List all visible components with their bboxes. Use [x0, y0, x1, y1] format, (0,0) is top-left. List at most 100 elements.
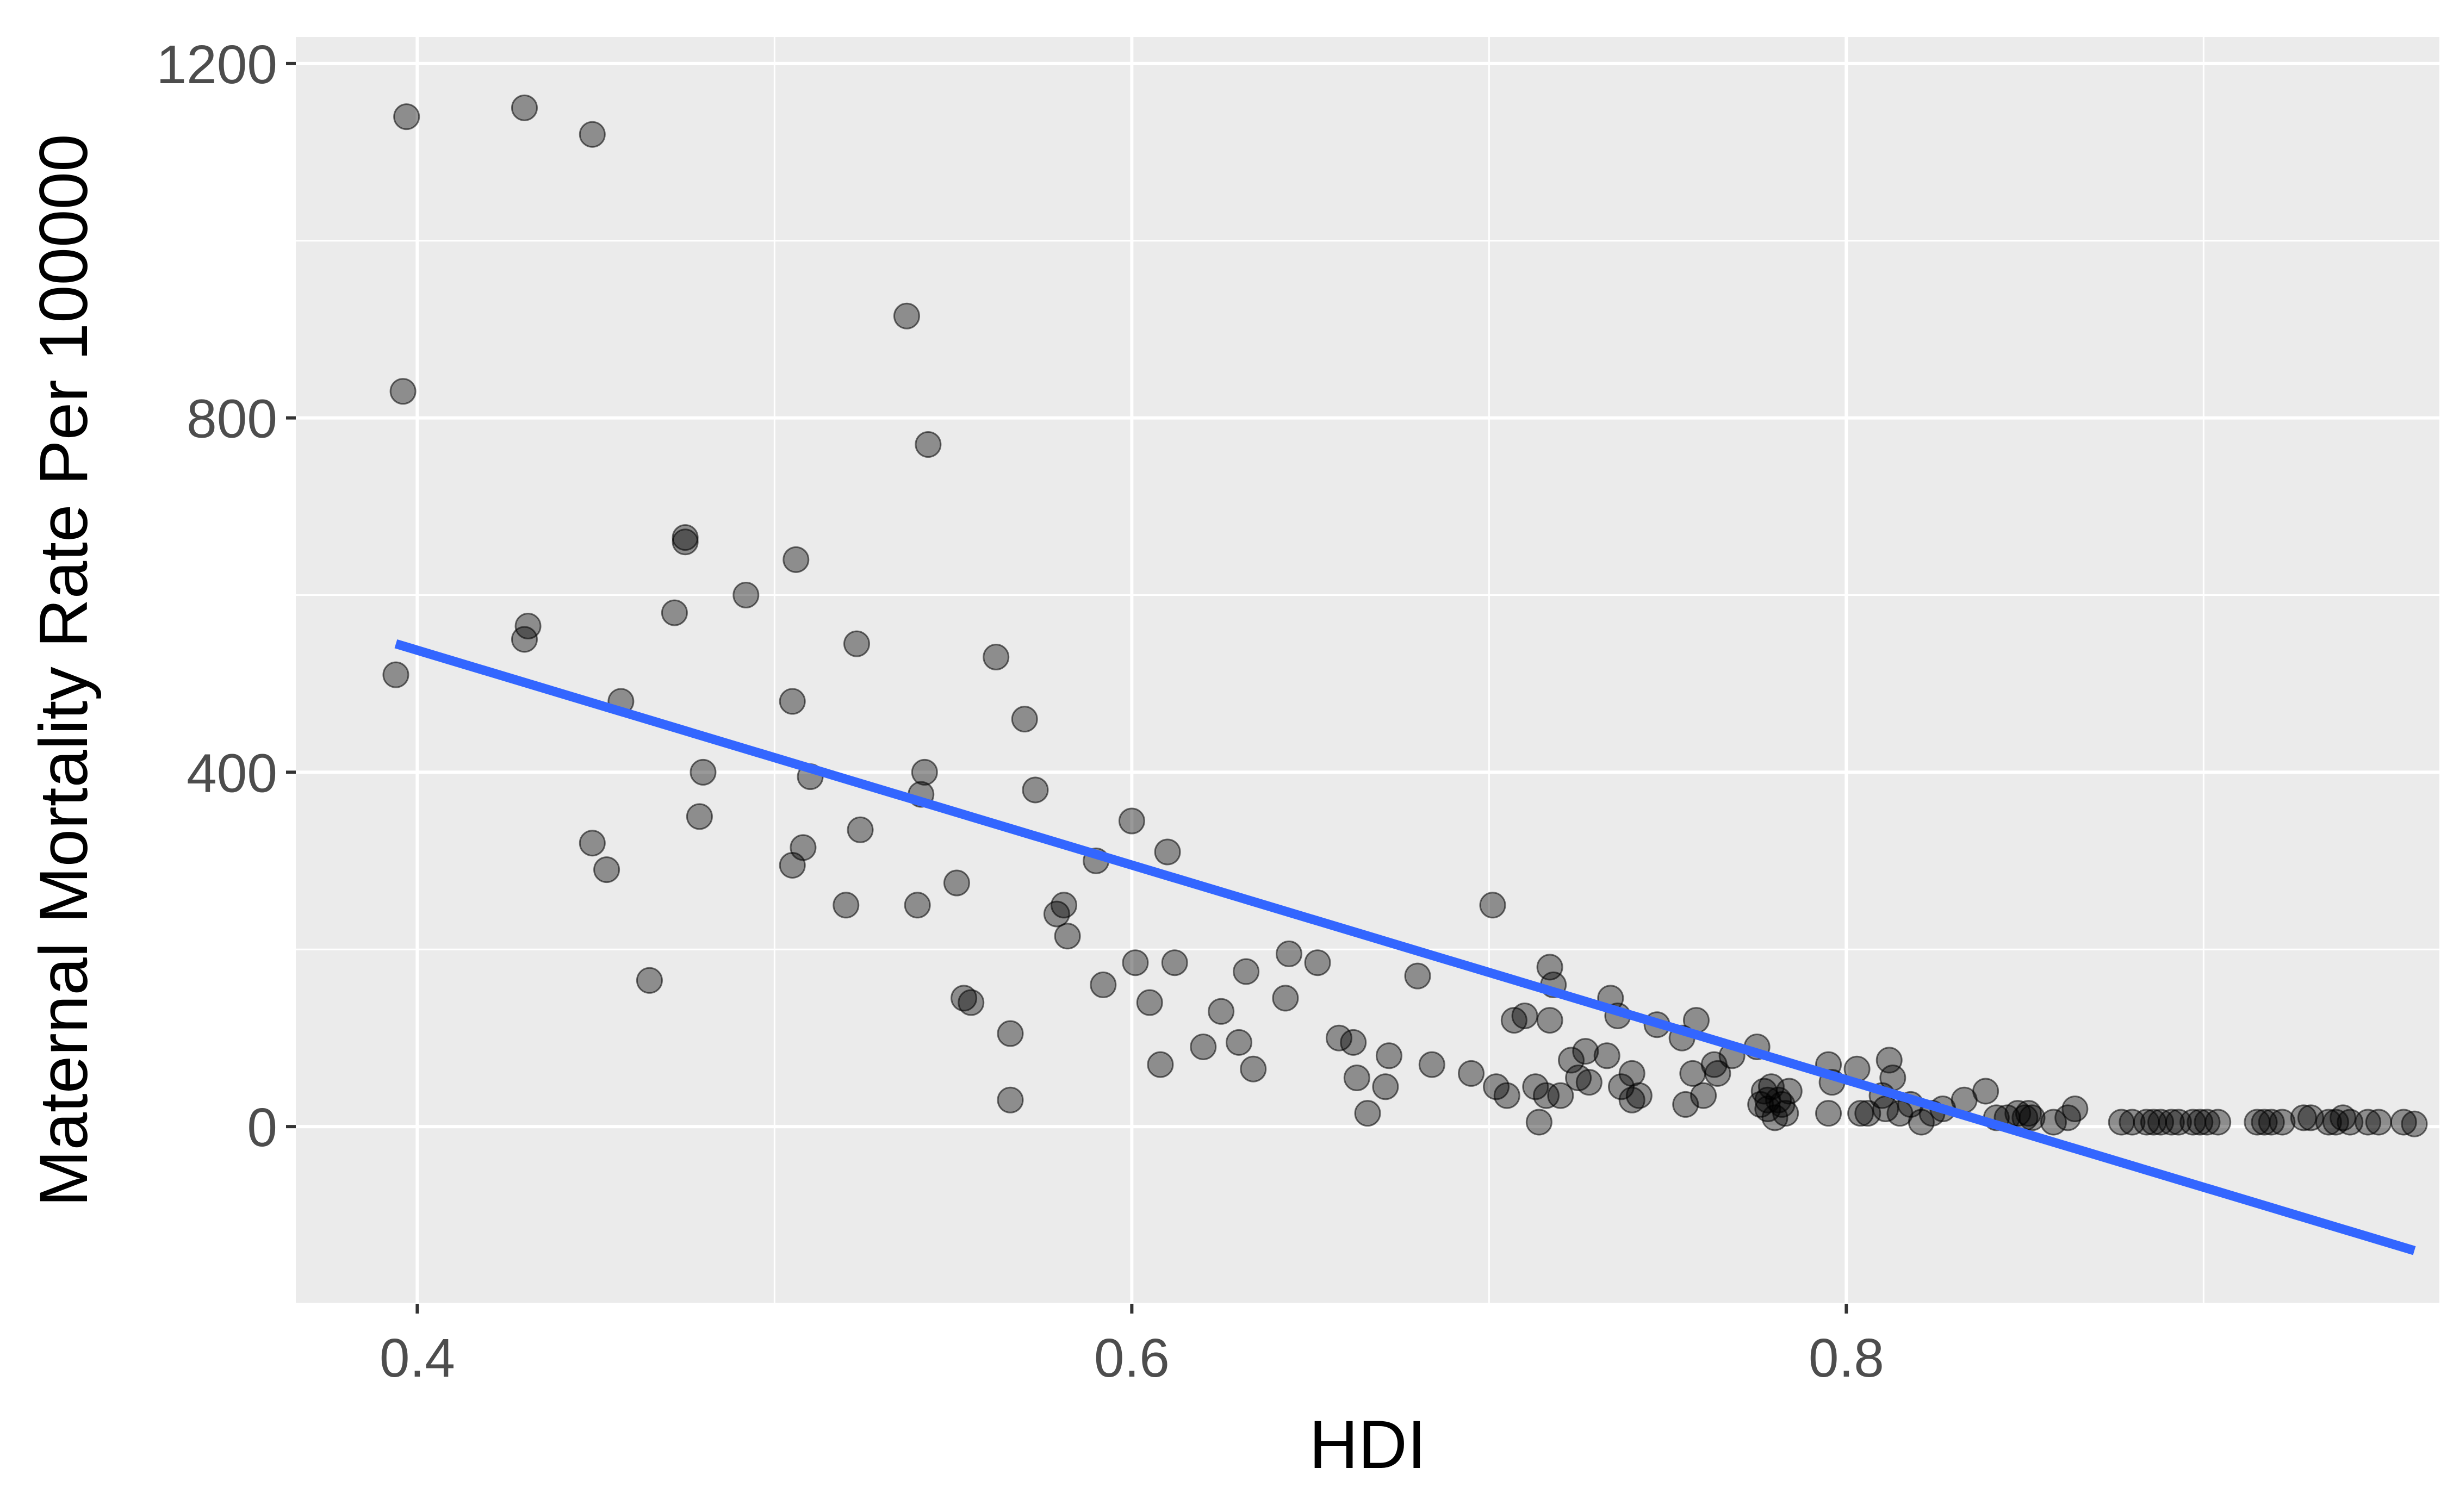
data-point: [382, 661, 409, 688]
data-point: [1775, 1078, 1803, 1105]
data-point: [1325, 1024, 1352, 1051]
data-point: [690, 758, 717, 786]
data-point: [782, 546, 810, 573]
data-point: [1572, 1038, 1599, 1065]
data-point: [847, 816, 874, 843]
y-tick-label: 400: [187, 743, 277, 804]
data-point: [997, 1086, 1024, 1113]
data-point: [1500, 1007, 1527, 1034]
data-point: [2315, 1109, 2342, 1136]
data-point: [1483, 1073, 1510, 1100]
data-point: [636, 967, 663, 994]
data-point: [893, 302, 920, 329]
fit-line: [394, 639, 2416, 1255]
data-point: [1375, 1042, 1402, 1069]
data-point: [1547, 1082, 1574, 1109]
data-point: [958, 989, 985, 1016]
data-point: [1690, 1082, 1717, 1109]
y-tick-label: 800: [187, 389, 277, 450]
data-point: [1458, 1060, 1485, 1087]
data-point: [1618, 1060, 1645, 1087]
data-point: [2355, 1109, 2382, 1136]
data-point: [672, 528, 699, 556]
plot-panel: [296, 37, 2439, 1304]
data-point: [2054, 1104, 2082, 1131]
data-point: [686, 803, 713, 830]
data-point: [1161, 949, 1188, 976]
data-point: [790, 834, 817, 861]
data-point: [843, 630, 870, 657]
data-point: [514, 613, 542, 640]
data-point: [511, 94, 538, 121]
data-point: [2401, 1110, 2428, 1137]
data-point: [1118, 807, 1145, 835]
data-point: [593, 856, 620, 883]
data-point: [915, 431, 942, 458]
data-point: [2019, 1104, 2046, 1131]
fit-line-group: [394, 639, 2416, 1255]
x-axis-title: HDI: [1309, 1407, 1426, 1483]
y-axis-title: Maternal Mortality Rate Per 100000: [26, 134, 102, 1206]
data-point: [1404, 962, 1431, 990]
data-point: [1343, 1065, 1370, 1092]
data-point: [1208, 998, 1235, 1025]
data-point: [1136, 989, 1163, 1016]
data-point: [997, 1020, 1024, 1047]
minor-gridlines: [296, 37, 2439, 1305]
data-point: [2119, 1109, 2146, 1136]
data-point: [943, 869, 970, 897]
data-point: [2158, 1109, 2185, 1136]
data-point: [1533, 1082, 1560, 1109]
data-point: [1972, 1078, 1999, 1105]
data-point: [389, 378, 417, 405]
x-tick-label: 0.8: [1809, 1328, 1884, 1389]
data-point: [2365, 1109, 2392, 1136]
data-point: [1418, 1051, 1445, 1078]
data-point: [1090, 971, 1117, 998]
data-point: [1054, 923, 1081, 950]
data-point: [2040, 1109, 2067, 1136]
data-point: [779, 688, 806, 715]
data-point: [2061, 1096, 2089, 1123]
data-point: [2015, 1100, 2042, 1127]
data-point: [1511, 1002, 1538, 1029]
data-point: [1522, 1073, 1549, 1100]
data-point: [1011, 706, 1038, 733]
data-point: [2165, 1109, 2192, 1136]
scatter-points: [382, 94, 2428, 1137]
data-point: [661, 599, 688, 626]
data-point: [1272, 985, 1299, 1012]
data-point: [1479, 892, 1506, 919]
data-point: [1304, 949, 1331, 976]
data-point: [2322, 1109, 2349, 1136]
y-tick-label: 1200: [157, 34, 277, 95]
x-tick-label: 0.4: [380, 1328, 455, 1389]
data-point: [1908, 1109, 1935, 1136]
data-point: [951, 985, 978, 1012]
data-point: [579, 830, 606, 857]
data-point: [983, 644, 1010, 671]
data-point: [1625, 1082, 1653, 1109]
data-point: [1340, 1029, 1367, 1056]
data-point: [1122, 949, 1149, 976]
data-point: [1493, 1082, 1520, 1109]
data-point: [1525, 1109, 1552, 1136]
y-axis: 0 400 800 1200: [157, 34, 296, 1158]
data-point: [2258, 1109, 2285, 1136]
data-point: [1147, 1051, 1174, 1078]
data-point: [1536, 1007, 1563, 1034]
x-tick-label: 0.6: [1094, 1328, 1170, 1389]
data-point: [1372, 1073, 1399, 1100]
data-point: [1022, 776, 1049, 804]
data-point: [1704, 1060, 1731, 1087]
data-point: [1190, 1033, 1217, 1060]
data-point: [1593, 1042, 1620, 1069]
data-point: [1354, 1100, 1381, 1127]
data-point: [1565, 1065, 1592, 1092]
data-point: [904, 892, 931, 919]
data-point: [1225, 1029, 1252, 1056]
data-point: [833, 892, 860, 919]
data-point: [1240, 1055, 1267, 1082]
data-point: [1154, 838, 1181, 866]
